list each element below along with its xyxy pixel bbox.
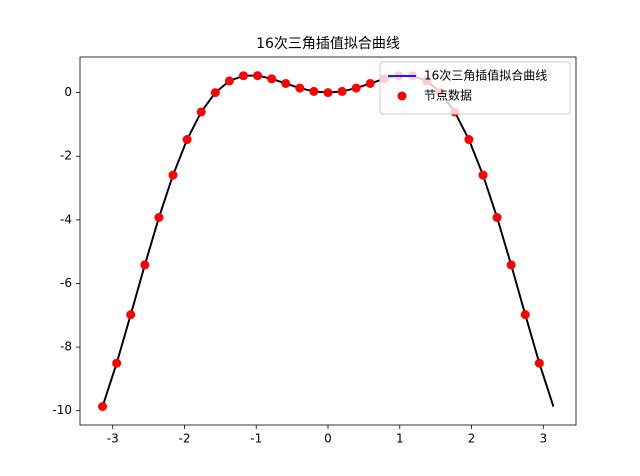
line [101,74,555,407]
y-tick-label: -4 [60,212,72,226]
point [506,260,516,270]
x-tick-label: 0 [324,432,332,446]
point [492,212,502,222]
point [168,170,178,180]
point [126,310,136,320]
x-tick-label: 1 [396,432,404,446]
legend-box [379,61,571,115]
point [196,107,206,117]
y-tick-label: 0 [64,85,72,99]
y-tick-label: -2 [60,149,72,163]
axes-frame [79,56,577,426]
point [253,71,263,81]
point [140,260,150,270]
point [323,88,333,98]
point [464,135,474,145]
point [238,71,248,81]
point [112,358,122,368]
point [224,76,234,86]
y-tick-label: -6 [60,276,72,290]
point [478,170,488,180]
point [534,358,544,368]
x-tick-label: -2 [178,432,190,446]
legend-marker [397,91,407,101]
point [267,74,277,84]
point [365,78,375,88]
x-tick-label: -1 [250,432,262,446]
plot-area [98,71,555,412]
point [295,83,305,93]
point [210,88,220,98]
point [182,135,192,145]
point [154,212,164,222]
chart-title: 16次三角插值拟合曲线 [256,36,400,52]
point [520,310,530,320]
x-tick-label: 2 [468,432,476,446]
legend-label: 节点数据 [424,88,472,103]
legend-label: 16次三角插值拟合曲线 [424,68,547,83]
x-tick-label: 3 [539,432,547,446]
point [337,86,347,96]
point [281,78,291,88]
line [101,74,555,407]
x-tick-label: -3 [107,432,119,446]
point [309,86,319,96]
y-tick-label: -10 [52,403,72,417]
y-tick-label: -8 [60,340,72,354]
point [351,83,361,93]
point [98,402,108,412]
